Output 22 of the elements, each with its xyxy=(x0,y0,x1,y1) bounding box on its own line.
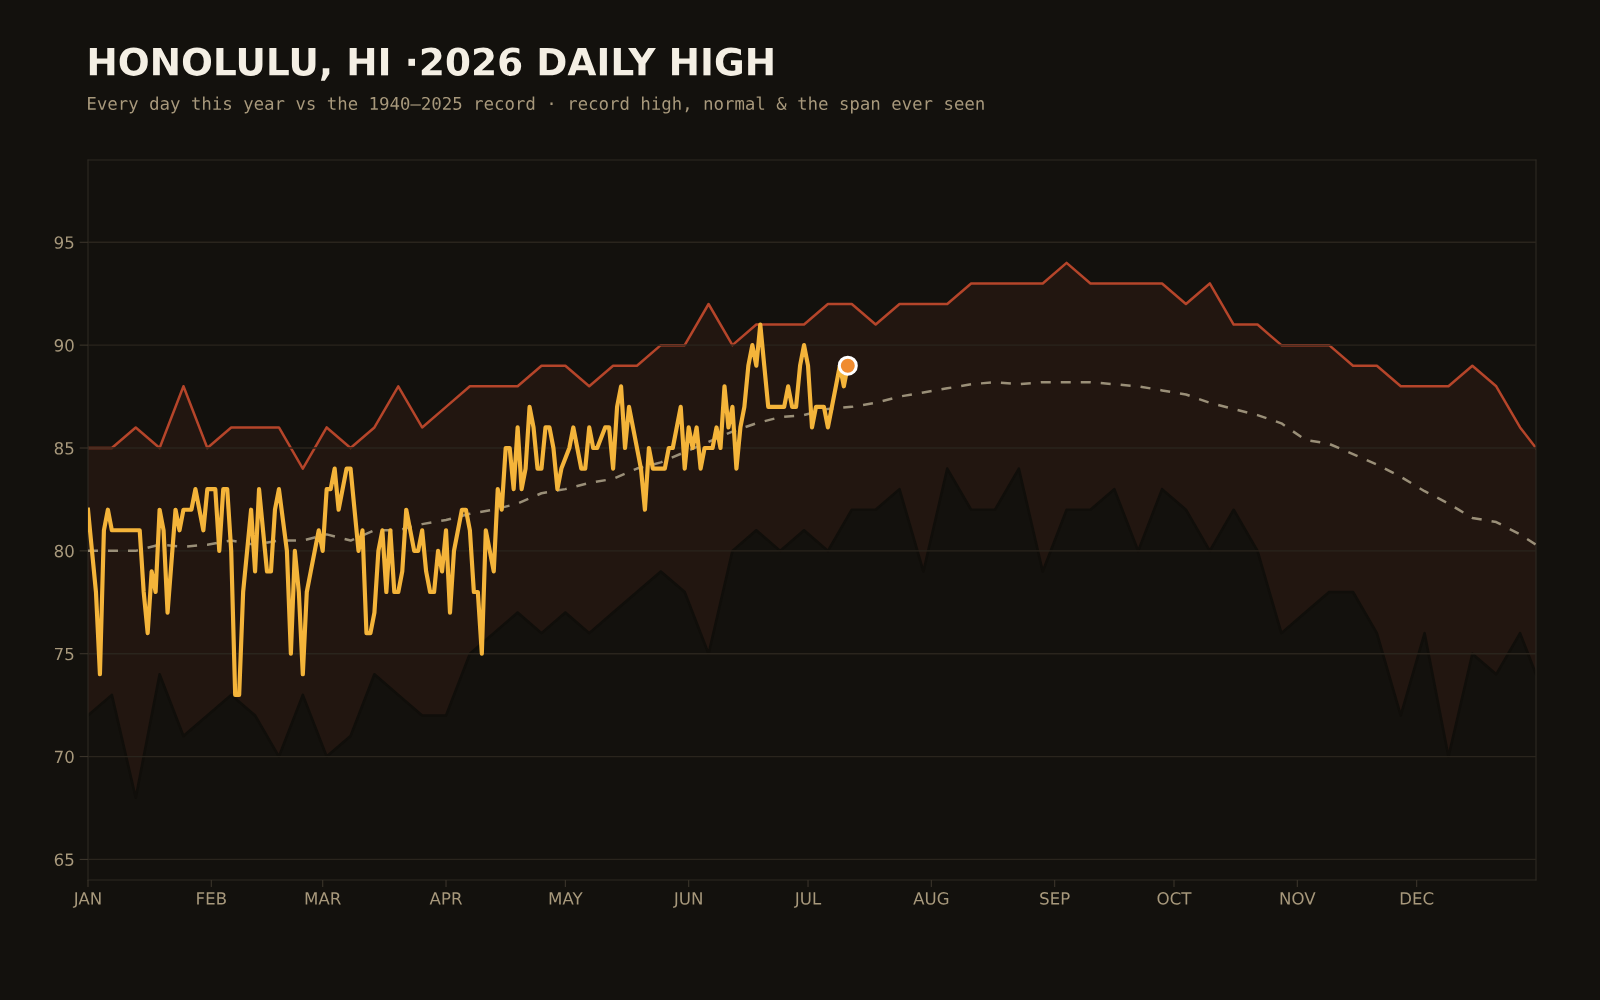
x-tick-label: DEC xyxy=(1400,892,1434,905)
x-tick-label: MAR xyxy=(305,892,341,905)
x-tick-label: APR xyxy=(429,892,463,905)
x-tick-label: FEB xyxy=(197,892,226,905)
y-tick-label: 80 xyxy=(54,544,74,558)
y-tick-label: 90 xyxy=(54,339,74,352)
x-tick-label: SEP xyxy=(1040,892,1070,905)
x-tick-label: OCT xyxy=(1157,892,1192,905)
y-tick-label: 70 xyxy=(54,750,74,764)
y-tick-label: 85 xyxy=(54,441,74,455)
x-tick-label: JAN xyxy=(72,892,101,908)
x-tick-label: MAY xyxy=(549,892,583,905)
x-tick-label: NOV xyxy=(1280,892,1316,905)
y-tick-label: 75 xyxy=(54,647,74,661)
chart-title: HONOLULU, HI ·2026 DAILY HIGH xyxy=(89,47,773,81)
line-series xyxy=(88,380,1536,553)
chart-subtitle: Every day this year vs the 1940–2025 record · record high, normal & the span ever seen xyxy=(88,96,984,114)
x-tick-label: JUN xyxy=(673,892,702,908)
y-tick-label: 95 xyxy=(54,236,74,249)
x-tick-label: JUL xyxy=(793,892,822,908)
x-tick-label: AUG xyxy=(913,892,949,905)
y-tick-label: 65 xyxy=(54,853,74,866)
